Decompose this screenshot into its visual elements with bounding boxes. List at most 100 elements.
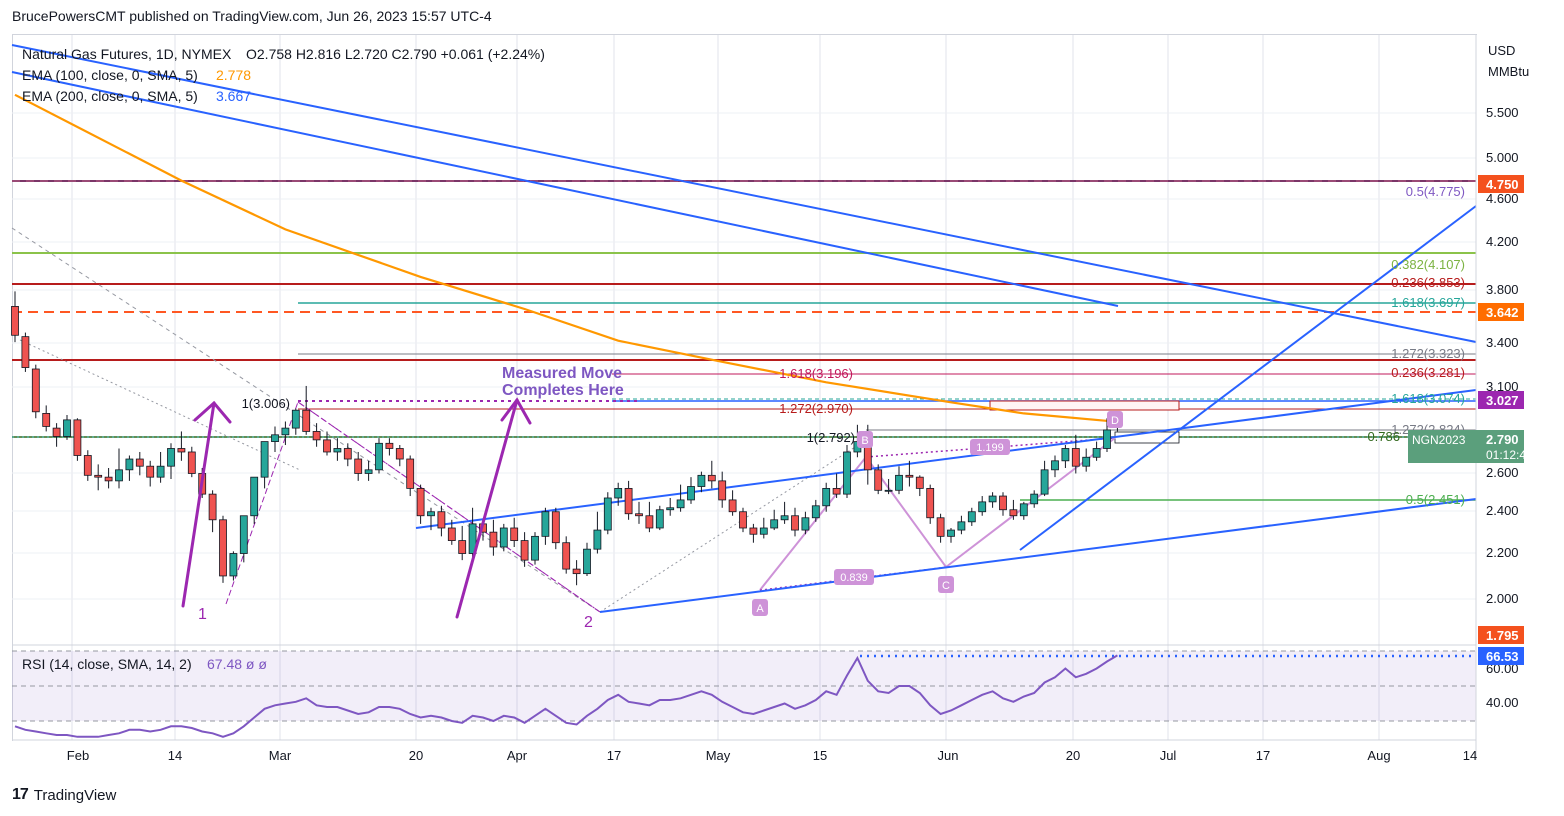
candle-body	[541, 511, 550, 537]
candle-body	[551, 511, 560, 544]
candle-body	[489, 531, 498, 548]
time-tick: 14	[168, 748, 182, 763]
candle-body	[187, 451, 196, 474]
label-ext1272-2970: 1.272(2.970)	[779, 401, 853, 416]
candle-body	[832, 487, 841, 495]
price-tick: 4.200	[1486, 234, 1519, 249]
candle-body	[1040, 469, 1049, 495]
ema100-line	[14, 93, 1118, 423]
candle-body	[1061, 448, 1070, 462]
candle-body	[520, 540, 529, 561]
candle-body	[302, 409, 311, 432]
candle-body	[156, 465, 165, 478]
candle-body	[843, 451, 851, 495]
candle-body	[31, 368, 40, 413]
candle-body	[749, 527, 758, 535]
label-ext1618-3196: 1.618(3.196)	[779, 366, 853, 381]
candle-body	[364, 469, 373, 474]
candle-body	[1071, 448, 1080, 467]
candle-body	[874, 469, 883, 491]
candle-body	[957, 521, 966, 531]
rsi-tick: 40.00	[1486, 695, 1519, 710]
candle-body	[728, 499, 737, 513]
candle-body	[260, 441, 269, 478]
candle-body	[208, 493, 217, 521]
time-tick: 14	[1463, 748, 1477, 763]
candle-body	[988, 495, 997, 503]
candle-body	[312, 431, 321, 441]
ratio-ab-badge	[834, 569, 874, 585]
point-d-badge	[1107, 411, 1123, 428]
price-tick: 2.600	[1486, 465, 1519, 480]
candle-body	[468, 523, 477, 554]
price-tick: 2.200	[1486, 545, 1519, 560]
point-b-badge	[857, 431, 873, 448]
time-tick: Jul	[1160, 748, 1177, 763]
candle-body	[811, 505, 820, 519]
footer: 17 TradingView	[12, 786, 116, 804]
candle-body	[146, 465, 155, 478]
candle-body	[229, 553, 238, 577]
candle-body	[603, 497, 612, 531]
legend-ema100-value: 2.778	[216, 67, 251, 83]
ratio-cd-badge	[970, 439, 1010, 455]
axis-currency: USD	[1488, 43, 1515, 58]
candle-body	[780, 515, 789, 521]
candle-body	[343, 448, 352, 460]
candle-body	[271, 434, 279, 442]
point-c-label: C	[942, 580, 950, 592]
legend-ema200: EMA (200, close, 0, SMA, 5)	[22, 88, 198, 104]
badge-4750: 4.750	[1486, 177, 1519, 192]
tradingview-brand[interactable]: TradingView	[33, 786, 117, 804]
wave-1-label: 1	[198, 606, 207, 623]
candle-body	[73, 419, 82, 456]
candle-body	[718, 480, 727, 501]
annotations: Measured Move Completes Here 1 2 A B C D…	[198, 365, 1123, 631]
price-tick: 2.400	[1486, 503, 1519, 518]
candle-body	[572, 568, 581, 575]
badge-3027: 3.027	[1486, 393, 1519, 408]
candle-body	[250, 476, 259, 517]
level-lines	[12, 180, 1476, 501]
time-tick: 20	[1066, 748, 1080, 763]
axis-unit: MMBtu	[1488, 64, 1529, 79]
candle-body	[1082, 456, 1091, 467]
candle-body	[687, 486, 695, 501]
candle-body	[1092, 448, 1101, 458]
rsi-line	[14, 654, 1118, 738]
measured-move-text-2: Completes Here	[502, 382, 624, 399]
tradingview-logo-icon: 17	[12, 786, 29, 803]
candle-body	[167, 448, 175, 467]
time-axis[interactable]: Feb 14 Mar 20 Apr 17 May 15 Jun 20 Jul 1…	[67, 748, 1477, 763]
label-ext1618-3697: 1.618(3.697)	[1391, 295, 1465, 310]
candles	[11, 291, 1122, 586]
price-tick: 4.600	[1486, 191, 1519, 206]
candle-body	[427, 511, 435, 517]
candle-body	[655, 509, 664, 529]
time-tick: Jun	[938, 748, 959, 763]
candle-body	[395, 448, 404, 460]
time-tick: 15	[813, 748, 827, 763]
price-axis[interactable]: USD MMBtu 5.500 5.000 4.600 4.200 3.800 …	[1486, 43, 1529, 710]
candle-body	[1030, 493, 1039, 505]
candle-body	[947, 529, 955, 537]
price-tick: 5.500	[1486, 105, 1519, 120]
candle-body	[125, 458, 134, 471]
badge-rsi: 66.53	[1486, 649, 1519, 664]
price-tick: 3.800	[1486, 282, 1519, 297]
candle-body	[94, 474, 103, 478]
candle-body	[333, 448, 342, 453]
label-one-3006: 1(3.006)	[242, 396, 290, 411]
wave-2-label: 2	[584, 614, 593, 631]
candle-body	[884, 489, 893, 492]
candle-body	[11, 306, 19, 336]
price-tick: 3.100	[1486, 379, 1519, 394]
label-fib0786: 0.786	[1367, 429, 1400, 444]
candle-body	[905, 474, 914, 478]
candle-body	[676, 499, 685, 509]
candle-body	[531, 535, 539, 561]
label-fib0236-3281: 0.236(3.281)	[1391, 365, 1465, 380]
candle-body	[915, 476, 924, 489]
candle-body	[666, 507, 675, 511]
